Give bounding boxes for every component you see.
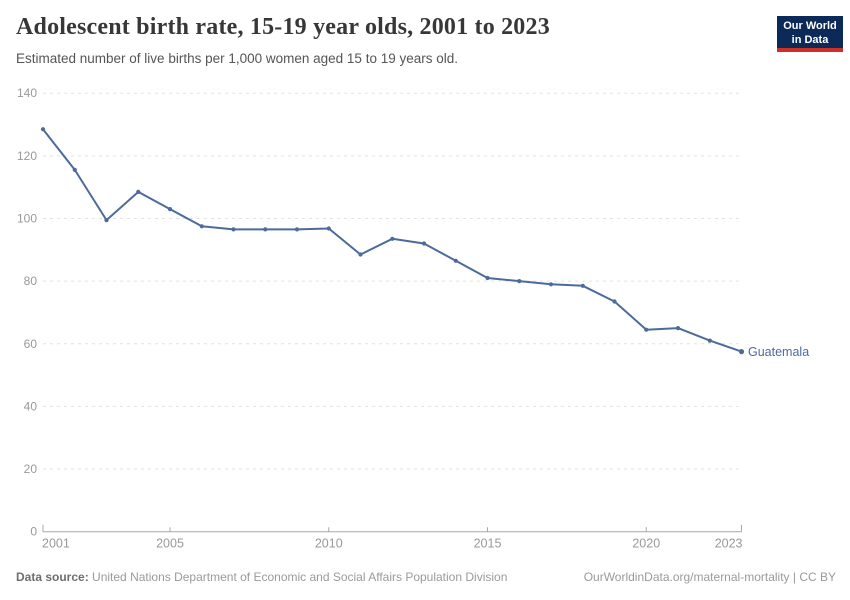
x-tick-label: 2005 <box>156 537 184 551</box>
data-point <box>612 299 617 304</box>
data-point <box>199 224 204 229</box>
x-tick-label: 2001 <box>42 537 70 551</box>
data-point <box>485 275 490 281</box>
data-point <box>675 326 681 331</box>
x-tick-label: 2015 <box>474 537 502 551</box>
data-point <box>104 218 109 223</box>
owid-logo-line1: Our World <box>783 20 837 32</box>
data-point <box>231 227 236 232</box>
owid-logo: Our World in Data <box>777 16 843 52</box>
data-source-label: Data source: <box>16 570 89 584</box>
data-point <box>136 189 141 194</box>
series-label-guatemala[interactable]: Guatemala <box>748 345 809 359</box>
data-point <box>548 282 554 287</box>
data-point <box>358 252 363 257</box>
data-source-note: Data source: United Nations Department o… <box>16 570 507 584</box>
data-point <box>517 279 522 284</box>
y-tick-label: 100 <box>17 211 37 225</box>
attribution-link[interactable]: OurWorldinData.org/maternal-mortality | … <box>583 570 836 584</box>
y-tick-label: 120 <box>17 149 37 163</box>
data-point <box>40 127 46 132</box>
data-point <box>167 207 173 212</box>
y-tick-label: 40 <box>24 399 38 413</box>
owid-logo-line2: in Data <box>791 34 829 47</box>
chart-subtitle: Estimated number of live births per 1,00… <box>16 51 458 66</box>
data-point <box>738 349 745 355</box>
data-point <box>580 283 585 288</box>
data-point <box>263 227 268 232</box>
x-tick-label: 2020 <box>632 537 660 551</box>
data-point <box>453 258 458 263</box>
data-point <box>294 227 300 232</box>
y-tick-label: 140 <box>17 86 37 100</box>
chart-footer: Data source: United Nations Department o… <box>16 570 836 584</box>
data-point <box>390 236 395 241</box>
data-point <box>644 327 649 332</box>
y-tick-label: 80 <box>24 274 38 288</box>
data-point <box>421 241 427 246</box>
x-tick-label: 2010 <box>315 537 343 551</box>
y-tick-label: 20 <box>24 462 38 476</box>
x-tick-label: 2023 <box>715 537 743 551</box>
y-tick-label: 60 <box>24 337 38 351</box>
chart-title: Adolescent birth rate, 15-19 year olds, … <box>16 14 550 40</box>
data-point <box>326 226 331 231</box>
y-tick-label: 0 <box>30 525 37 539</box>
data-point <box>707 338 712 343</box>
data-point <box>72 167 77 172</box>
data-source-text: United Nations Department of Economic an… <box>92 570 508 584</box>
